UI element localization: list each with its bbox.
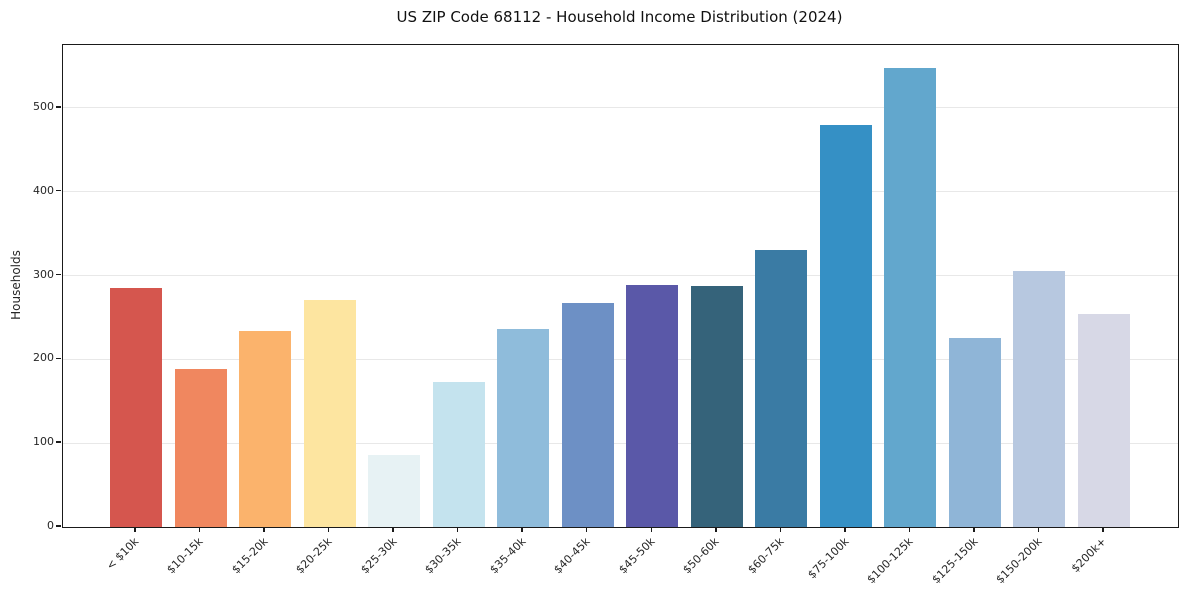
plot-area bbox=[62, 44, 1179, 528]
x-tick-label-$30-35k: $30-35k bbox=[422, 535, 464, 577]
y-tick-label-500: 500 bbox=[33, 99, 54, 113]
x-tick-label-$40-45k: $40-45k bbox=[551, 535, 593, 577]
x-tick-mark-$10-15k bbox=[198, 527, 201, 532]
y-axis-label: Households bbox=[9, 250, 23, 320]
y-tick-mark-300 bbox=[56, 273, 61, 276]
bar-$75-100k bbox=[819, 125, 872, 527]
x-tick-mark-$35-40k bbox=[521, 527, 523, 532]
x-tick-label-$20-25k: $20-25k bbox=[293, 535, 335, 577]
x-tick-label-$10-15k: $10-15k bbox=[164, 535, 206, 577]
x-tick-label-$75-100k: $75-100k bbox=[804, 535, 852, 582]
x-tick-label-< $10k: < $10k bbox=[103, 535, 142, 573]
chart-title: US ZIP Code 68112 - Household Income Dis… bbox=[396, 8, 843, 26]
y-tick-label-400: 400 bbox=[33, 183, 54, 197]
x-tick-label-$60-75k: $60-75k bbox=[745, 535, 787, 577]
x-tick-mark-$150-200k bbox=[1037, 527, 1040, 532]
x-tick-mark-$25-30k bbox=[392, 527, 394, 532]
x-tick-mark-$100-125k bbox=[908, 527, 911, 532]
bar-$15-20k bbox=[239, 330, 292, 527]
y-tick-label-300: 300 bbox=[33, 267, 54, 281]
y-tick-mark-200 bbox=[56, 357, 61, 360]
bar-$20-25k bbox=[303, 299, 356, 527]
bar-$150-200k bbox=[1013, 270, 1066, 527]
x-tick-label-$45-50k: $45-50k bbox=[616, 535, 658, 577]
gridline-y-100 bbox=[63, 442, 1178, 444]
y-tick-label-100: 100 bbox=[33, 435, 54, 449]
bar-$10-15k bbox=[174, 368, 227, 527]
bar-$200k+ bbox=[1078, 314, 1130, 527]
x-tick-mark-$125-150k bbox=[973, 527, 975, 532]
bar-$40-45k bbox=[561, 303, 614, 527]
x-tick-mark-$60-75k bbox=[779, 527, 782, 532]
bar-< $10k bbox=[110, 288, 162, 527]
bar-$125-150k bbox=[948, 338, 1001, 527]
y-tick-label-200: 200 bbox=[33, 351, 54, 365]
bar-$100-125k bbox=[884, 68, 937, 527]
x-tick-label-$200k+: $200k+ bbox=[1069, 535, 1110, 576]
bar-$60-75k bbox=[755, 249, 808, 527]
gridline-y-200 bbox=[63, 358, 1178, 360]
y-tick-mark-500 bbox=[56, 106, 61, 108]
y-tick-label-0: 0 bbox=[47, 519, 54, 532]
bar-$35-40k bbox=[497, 329, 550, 527]
x-tick-mark-$15-20k bbox=[263, 527, 265, 532]
x-tick-label-$125-150k: $125-150k bbox=[928, 535, 981, 587]
x-tick-mark-$50-60k bbox=[715, 527, 717, 532]
x-tick-mark-$75-100k bbox=[844, 527, 846, 532]
x-tick-mark-$40-45k bbox=[585, 527, 588, 532]
x-tick-label-$100-125k: $100-125k bbox=[864, 535, 916, 587]
gridline-y-300 bbox=[63, 275, 1178, 277]
x-tick-mark-$200k+ bbox=[1102, 527, 1104, 532]
x-tick-mark-$45-50k bbox=[650, 527, 653, 532]
bar-$30-35k bbox=[432, 381, 485, 527]
bar-$50-60k bbox=[690, 285, 743, 527]
y-tick-mark-0 bbox=[56, 525, 61, 527]
x-tick-label-$15-20k: $15-20k bbox=[228, 535, 271, 577]
x-tick-label-$25-30k: $25-30k bbox=[358, 535, 400, 577]
y-tick-mark-400 bbox=[56, 189, 61, 192]
x-tick-label-$50-60k: $50-60k bbox=[680, 535, 722, 577]
x-tick-mark-$20-25k bbox=[327, 527, 330, 532]
gridline-y-400 bbox=[63, 191, 1178, 193]
x-tick-mark-< $10k bbox=[134, 527, 136, 532]
bar-$45-50k bbox=[626, 284, 679, 527]
bar-$25-30k bbox=[368, 454, 421, 527]
x-tick-label-$150-200k: $150-200k bbox=[993, 535, 1045, 587]
gridline-y-500 bbox=[63, 107, 1178, 109]
x-tick-label-$35-40k: $35-40k bbox=[487, 535, 529, 577]
x-tick-mark-$30-35k bbox=[456, 527, 459, 532]
y-tick-mark-100 bbox=[56, 441, 61, 443]
